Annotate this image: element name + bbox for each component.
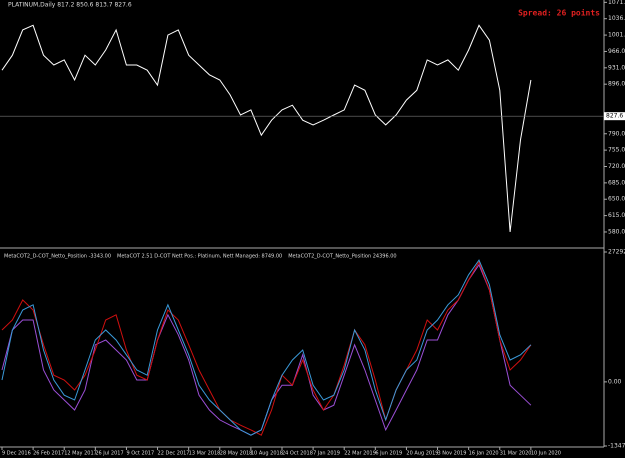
x-tick-label: 10 Jun 2020 [531,451,561,457]
x-tick-label: 10 Aug 2018 [251,451,283,457]
x-tick-label: 9 Oct 2017 [126,451,154,457]
legend-entry: MetaCOT 2.51 D-COT Nett Pos.: Platinum, … [117,254,282,260]
spread: Spread: 26 points [518,8,600,18]
y-tick-label: 580.0 [608,228,625,235]
x-tick-label: 26 Jul 2017 [95,451,123,457]
x-tick-label: 22 Dec 2017 [158,451,190,457]
last-price-label: 827.6 [606,113,623,120]
symbol-header: PLATINUM,Daily 817.2 850.6 813.7 827.6 [8,2,132,9]
y-tick-label: 27292.00 [608,249,625,256]
x-tick-label: 20 Aug 2019 [406,451,438,457]
y-tick-label: 1036.0 [608,15,625,22]
x-tick-label: 13 Mar 2018 [189,451,221,457]
x-tick-label: 7 Jan 2019 [313,451,340,457]
indicator-line [1,260,532,436]
y-tick-label: 790.0 [608,130,625,137]
y-tick-label: 1071.0 [608,0,625,6]
x-tick-label: 26 Feb 2017 [33,451,64,457]
x-tick-label: 28 May 2018 [220,451,253,457]
x-tick-label: 22 Mar 2019 [344,451,376,457]
y-tick-label: 650.0 [608,196,625,203]
indicator-line [1,259,532,436]
x-tick-label: 24 Oct 2018 [282,451,313,457]
x-tick-label: 12 May 2017 [64,451,97,457]
x-tick-label: 9 Dec 2016 [2,451,31,457]
y-tick-label: 1001.0 [608,32,625,39]
y-tick-label: 966.0 [608,48,625,55]
y-tick-label: 615.0 [608,212,625,219]
x-tick-label: 6 Jun 2019 [375,451,402,457]
x-tick-label: 3 Nov 2019 [438,451,467,457]
y-tick-label: 685.0 [608,179,625,186]
y-tick-label: 931.0 [608,64,625,71]
y-tick-label: 720.0 [608,163,625,170]
price-line [1,24,532,233]
last-price-box [604,112,625,121]
y-tick-label: -13475.00 [608,443,625,450]
legend-entry: MetaCOT2_D-COT_Netto_Position 24396.00 [288,254,396,260]
y-tick-label: 755.0 [608,147,625,154]
x-tick-label: 31 Mar 2020 [500,451,532,457]
x-tick-label: 16 Jan 2020 [469,451,499,457]
legend-entry: MetaCOT2_D-COT_Netto_Position -3343.00 [4,254,111,260]
y-tick-label: 896.0 [608,81,625,88]
y-tick-label: 0.00 [608,378,622,385]
